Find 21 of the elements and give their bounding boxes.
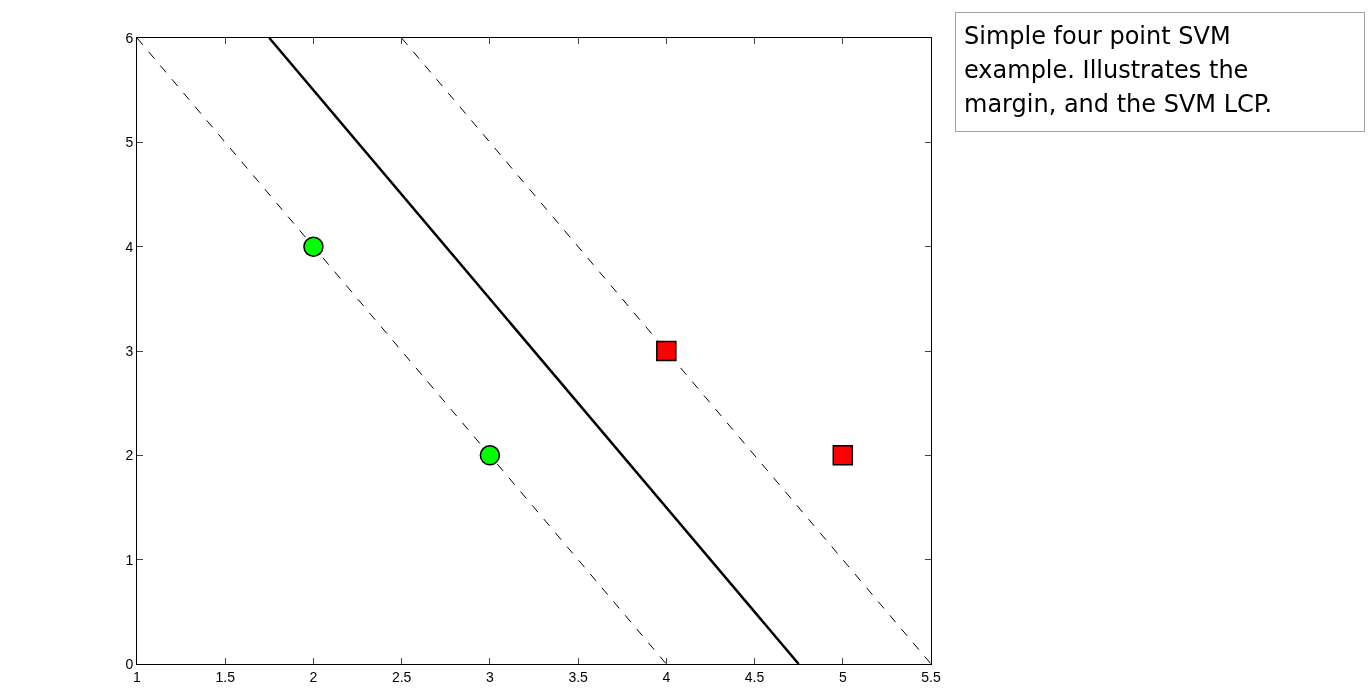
text: Simple four point SVM example. Illustrates the margin, and the SVM LCP. (955, 12, 1365, 132)
point (832, 445, 854, 466)
y-tick-label: 2 (125, 447, 134, 464)
y-tick-label: 0 (125, 655, 134, 672)
x-tick-label: 2 (309, 668, 318, 685)
x-tick-label: 1.5 (215, 668, 236, 685)
point (479, 445, 501, 466)
y-tick-label: 5 (125, 134, 134, 151)
x-tick-label: 3 (485, 668, 494, 685)
x-tick-label: 5.5 (921, 668, 941, 685)
x-tick-label: 4.5 (744, 668, 765, 685)
point (303, 236, 324, 257)
x-tick-label: 2.5 (391, 668, 412, 685)
x-tick-label: 3.5 (568, 668, 589, 685)
x-tick-label: 5 (838, 668, 847, 685)
y-tick-label: 4 (125, 238, 134, 255)
x-tick-label: 4 (662, 668, 671, 685)
y-tick-label: 1 (125, 551, 134, 568)
point (656, 340, 677, 362)
y-tick-label: 3 (125, 342, 134, 359)
y-tick-label: 6 (125, 29, 134, 46)
